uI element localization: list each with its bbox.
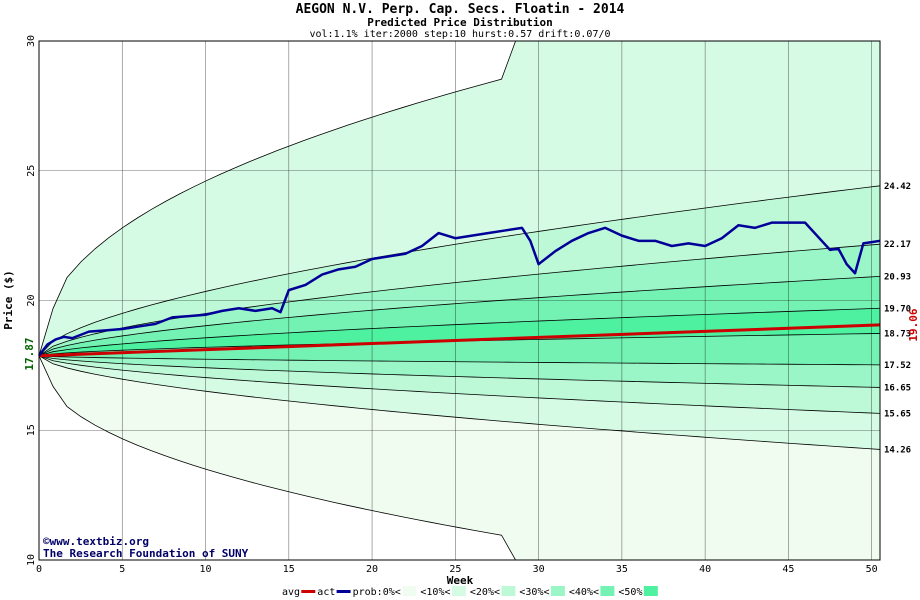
- band-edge-line: [38, 355, 881, 414]
- band-value-label: 22.17: [884, 240, 911, 250]
- legend-label: <50%: [618, 587, 642, 598]
- legend-line-swatch: [301, 590, 316, 593]
- legend-label: <40%<: [569, 587, 599, 598]
- credit-url: ©www.textbiz.org: [43, 535, 149, 548]
- x-tick-label: 30: [533, 564, 545, 575]
- x-tick-label: 5: [119, 564, 125, 575]
- legend-label: <30%<: [519, 587, 549, 598]
- legend-band-swatch: [501, 586, 516, 596]
- legend-band-swatch: [550, 586, 565, 596]
- band-edge-line: [38, 355, 881, 388]
- probability-band: [39, 333, 880, 365]
- credit-org: The Research Foundation of SUNY: [43, 547, 249, 560]
- act-series-line: [37, 221, 881, 357]
- band-value-label: 18.73: [884, 329, 911, 339]
- band-value-label: 15.65: [884, 409, 911, 419]
- band-value-label: 14.26: [884, 445, 911, 455]
- y-tick-label: 25: [26, 165, 37, 177]
- probability-band: [39, 355, 880, 450]
- legend-line-swatch: [336, 590, 351, 593]
- legend-band-swatch: [402, 586, 417, 596]
- average-line: [38, 323, 881, 358]
- probability-band: [39, 41, 880, 356]
- x-tick-label: 40: [699, 564, 711, 575]
- legend-band-swatch: [600, 586, 615, 596]
- end-average-label: 19.06: [907, 308, 920, 341]
- legend-label: <20%<: [470, 587, 500, 598]
- probability-band: [39, 355, 880, 560]
- band-edge-line: [38, 275, 881, 357]
- legend-label: prob:0%<: [353, 587, 401, 598]
- x-tick-label: 10: [200, 564, 212, 575]
- legend-band-swatch: [643, 586, 658, 596]
- plot-frame: [38, 40, 881, 561]
- x-tick-label: 0: [36, 564, 42, 575]
- legend-band-swatch: [451, 586, 466, 596]
- x-tick-label: 15: [283, 564, 295, 575]
- legend-label: <10%<: [420, 587, 450, 598]
- probability-band: [39, 276, 880, 356]
- x-tick-label: 20: [366, 564, 378, 575]
- band-value-label: 20.93: [884, 272, 911, 282]
- chart-title: AEGON N.V. Perp. Cap. Secs. Floatin - 20…: [296, 2, 625, 17]
- x-axis-ticks: 0 5 10 15 20 25 30 35 40 45 50: [36, 564, 878, 575]
- x-axis-label: Week: [447, 574, 474, 587]
- y-axis-label: Price ($): [2, 270, 15, 330]
- band-edge-line: [38, 355, 881, 366]
- legend: avg act prob:0%< <10%< <20%< <30%< <40%< <50%: [282, 586, 658, 598]
- y-tick-label: 30: [26, 35, 37, 47]
- avg-series-line: [38, 323, 881, 358]
- probability-band: [39, 308, 880, 356]
- probability-band: [39, 355, 880, 414]
- band-edge-line: [38, 355, 881, 450]
- legend-label: avg: [282, 587, 300, 598]
- band-edge-line: [38, 185, 881, 357]
- simulation-params: vol:1.1% iter:2000 step:10 hurst:0.57 dr…: [309, 29, 610, 40]
- probability-band: [39, 185, 880, 356]
- start-price-label: 17.87: [23, 337, 36, 370]
- x-tick-label: 35: [616, 564, 628, 575]
- band-value-label: 16.65: [884, 383, 911, 393]
- band-value-label: 19.70: [884, 304, 911, 314]
- probability-band: [39, 244, 880, 356]
- y-tick-label: 15: [26, 424, 37, 436]
- x-tick-label: 45: [782, 564, 794, 575]
- x-tick-label: 25: [449, 564, 461, 575]
- band-value-label: 17.52: [884, 361, 911, 371]
- actual-price-line: [37, 221, 881, 357]
- band-edge-line: [38, 307, 881, 357]
- legend-label: act: [317, 587, 335, 598]
- chart-subtitle: Predicted Price Distribution: [367, 16, 552, 29]
- band-value-label: 24.42: [884, 182, 911, 192]
- y-tick-label: 20: [26, 294, 37, 306]
- x-tick-label: 50: [866, 564, 878, 575]
- band-value-labels: 24.42 22.17 20.93 19.70 18.73 17.52 16.65 15.65…: [884, 182, 911, 456]
- y-tick-label: 10: [26, 554, 37, 566]
- y-axis-ticks: 10 15 20 25 30: [26, 35, 37, 566]
